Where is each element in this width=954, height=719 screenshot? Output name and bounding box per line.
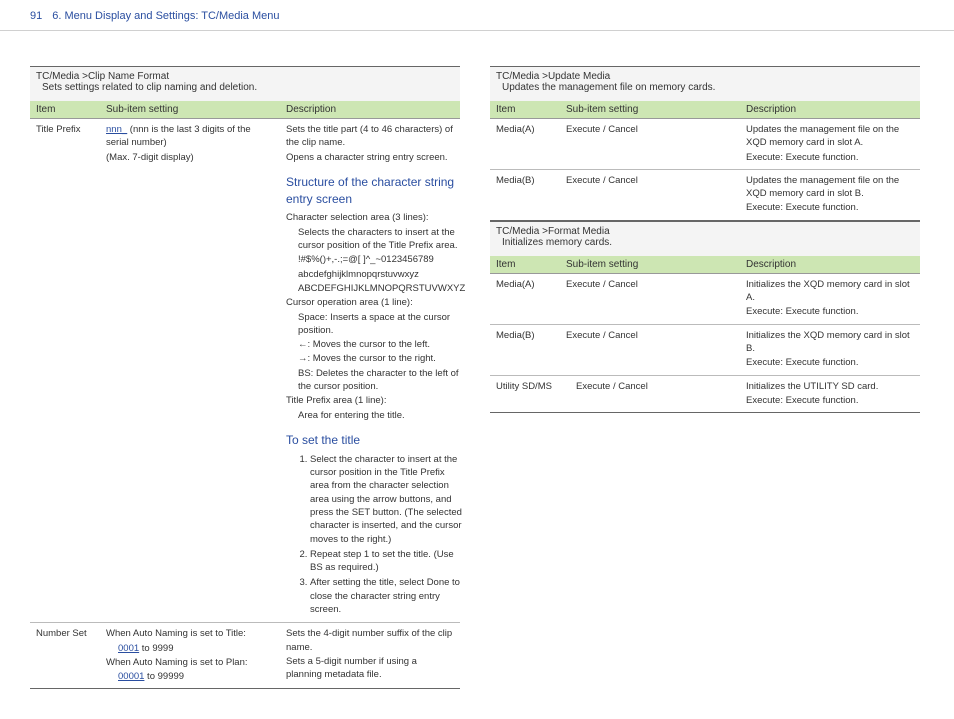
sub-text: to 9999 xyxy=(139,643,173,654)
desc-text: Sets the 4-digit number suffix of the cl… xyxy=(286,627,454,654)
desc-text: Sets the title part (4 to 46 characters)… xyxy=(286,123,465,150)
table-row: Media(A) Execute / Cancel Initializes th… xyxy=(490,274,920,325)
cell-item: Media(A) xyxy=(490,119,560,169)
body-text: ABCDEFGHIJKLMNOPQRSTUVWXYZ xyxy=(298,282,465,295)
cell-item: Utility SD/MS xyxy=(490,376,570,413)
cell-item: Media(B) xyxy=(490,170,560,220)
page-number: 91 xyxy=(30,10,42,22)
cell-desc: Updates the management file on the XQD m… xyxy=(740,170,920,220)
desc-text: Execute: Execute function. xyxy=(746,201,914,214)
cell-item: Media(A) xyxy=(490,274,560,324)
value-link[interactable]: nnn_ xyxy=(106,124,127,135)
body-text: →: Moves the cursor to the right. xyxy=(298,352,465,365)
table-row: Media(B) Execute / Cancel Updates the ma… xyxy=(490,170,920,221)
cell-sub: nnn_ (nnn is the last 3 digits of the se… xyxy=(100,119,280,622)
section-header-clip-name: TC/Media >Clip Name Format Sets settings… xyxy=(30,66,460,101)
cell-desc: Sets the title part (4 to 46 characters)… xyxy=(280,119,471,622)
desc-text: Initializes the XQD memory card in slot … xyxy=(746,329,914,356)
value-link[interactable]: 00001 xyxy=(118,671,144,682)
cell-item: Title Prefix xyxy=(30,119,100,622)
cell-desc: Sets the 4-digit number suffix of the cl… xyxy=(280,623,460,688)
desc-text: Initializes the XQD memory card in slot … xyxy=(746,278,914,305)
section-header-format: TC/Media >Format Media Initializes memor… xyxy=(490,221,920,256)
table-row: Media(B) Execute / Cancel Initializes th… xyxy=(490,325,920,376)
section-path: TC/Media >Clip Name Format xyxy=(36,71,454,82)
th-desc: Description xyxy=(740,101,920,118)
list-item: After setting the title, select Done to … xyxy=(310,576,465,616)
sub-text: When Auto Naming is set to Title: xyxy=(106,627,274,640)
section-subtitle: Sets settings related to clip naming and… xyxy=(36,82,454,97)
th-desc: Description xyxy=(280,101,460,118)
desc-text: Updates the management file on the XQD m… xyxy=(746,123,914,150)
cell-item: Number Set xyxy=(30,623,100,688)
th-item: Item xyxy=(490,256,560,273)
section-path: TC/Media >Format Media xyxy=(496,226,914,237)
desc-text: Initializes the UTILITY SD card. xyxy=(746,380,914,393)
section-path: TC/Media >Update Media xyxy=(496,71,914,82)
cell-item: Media(B) xyxy=(490,325,560,375)
sub-text: to 99999 xyxy=(144,671,184,682)
desc-text: Execute: Execute function. xyxy=(746,151,914,164)
cell-sub: Execute / Cancel xyxy=(560,119,740,169)
sub-text: (Max. 7-digit display) xyxy=(106,151,274,164)
body-text: !#$%()+,-.;=@[ ]^_~0123456789 xyxy=(298,253,465,266)
list-item: Select the character to insert at the cu… xyxy=(310,453,465,546)
cell-sub: Execute / Cancel xyxy=(570,376,740,413)
cell-desc: Initializes the XQD memory card in slot … xyxy=(740,325,920,375)
sub-text: (nnn is the last 3 digits of the serial … xyxy=(106,124,251,148)
page-header: 91 6. Menu Display and Settings: TC/Medi… xyxy=(0,0,954,31)
right-column: TC/Media >Update Media Updates the manag… xyxy=(490,66,920,689)
th-desc: Description xyxy=(740,256,920,273)
body-text: abcdefghijklmnopqrstuvwxyz xyxy=(298,268,465,281)
left-column: TC/Media >Clip Name Format Sets settings… xyxy=(30,66,460,689)
desc-text: Updates the management file on the XQD m… xyxy=(746,174,914,201)
ordered-list: Select the character to insert at the cu… xyxy=(286,453,465,617)
cell-sub: Execute / Cancel xyxy=(560,274,740,324)
label-text: Title Prefix area (1 line): xyxy=(286,394,465,407)
body-text: Space: Inserts a space at the cursor pos… xyxy=(298,311,465,338)
value-link[interactable]: 0001 xyxy=(118,643,139,654)
section-header-update: TC/Media >Update Media Updates the manag… xyxy=(490,66,920,101)
cell-desc: Initializes the UTILITY SD card. Execute… xyxy=(740,376,920,413)
cell-desc: Initializes the XQD memory card in slot … xyxy=(740,274,920,324)
cell-sub: Execute / Cancel xyxy=(560,325,740,375)
label-text: Cursor operation area (1 line): xyxy=(286,296,465,309)
desc-text: Opens a character string entry screen. xyxy=(286,151,465,164)
desc-text: Execute: Execute function. xyxy=(746,305,914,318)
body-text: ←: Moves the cursor to the left. xyxy=(298,338,465,351)
th-item: Item xyxy=(490,101,560,118)
body-text: Area for entering the title. xyxy=(298,409,465,422)
th-sub: Sub-item setting xyxy=(100,101,280,118)
cell-desc: Updates the management file on the XQD m… xyxy=(740,119,920,169)
table-header: Item Sub-item setting Description xyxy=(490,101,920,119)
th-sub: Sub-item setting xyxy=(560,101,740,118)
table-row: Utility SD/MS Execute / Cancel Initializ… xyxy=(490,376,920,414)
th-sub: Sub-item setting xyxy=(560,256,740,273)
cell-sub: When Auto Naming is set to Title: 0001 t… xyxy=(100,623,280,688)
section-subtitle: Updates the management file on memory ca… xyxy=(496,82,914,97)
sub-text: When Auto Naming is set to Plan: xyxy=(106,656,274,669)
section-subtitle: Initializes memory cards. xyxy=(496,237,914,252)
subheading: To set the title xyxy=(286,432,465,449)
table-row: Title Prefix nnn_ (nnn is the last 3 dig… xyxy=(30,119,460,623)
th-item: Item xyxy=(30,101,100,118)
chapter-title: 6. Menu Display and Settings: TC/Media M… xyxy=(52,10,279,22)
table-row: Media(A) Execute / Cancel Updates the ma… xyxy=(490,119,920,170)
desc-text: Sets a 5-digit number if using a plannin… xyxy=(286,655,454,682)
table-header: Item Sub-item setting Description xyxy=(490,256,920,274)
label-text: Character selection area (3 lines): xyxy=(286,211,465,224)
desc-text: Execute: Execute function. xyxy=(746,394,914,407)
subheading: Structure of the character string entry … xyxy=(286,174,465,208)
list-item: Repeat step 1 to set the title. (Use BS … xyxy=(310,548,465,575)
cell-sub: Execute / Cancel xyxy=(560,170,740,220)
body-text: BS: Deletes the character to the left of… xyxy=(298,367,465,394)
table-header: Item Sub-item setting Description xyxy=(30,101,460,119)
table-row: Number Set When Auto Naming is set to Ti… xyxy=(30,623,460,689)
body-text: Selects the characters to insert at the … xyxy=(298,226,465,253)
desc-text: Execute: Execute function. xyxy=(746,356,914,369)
